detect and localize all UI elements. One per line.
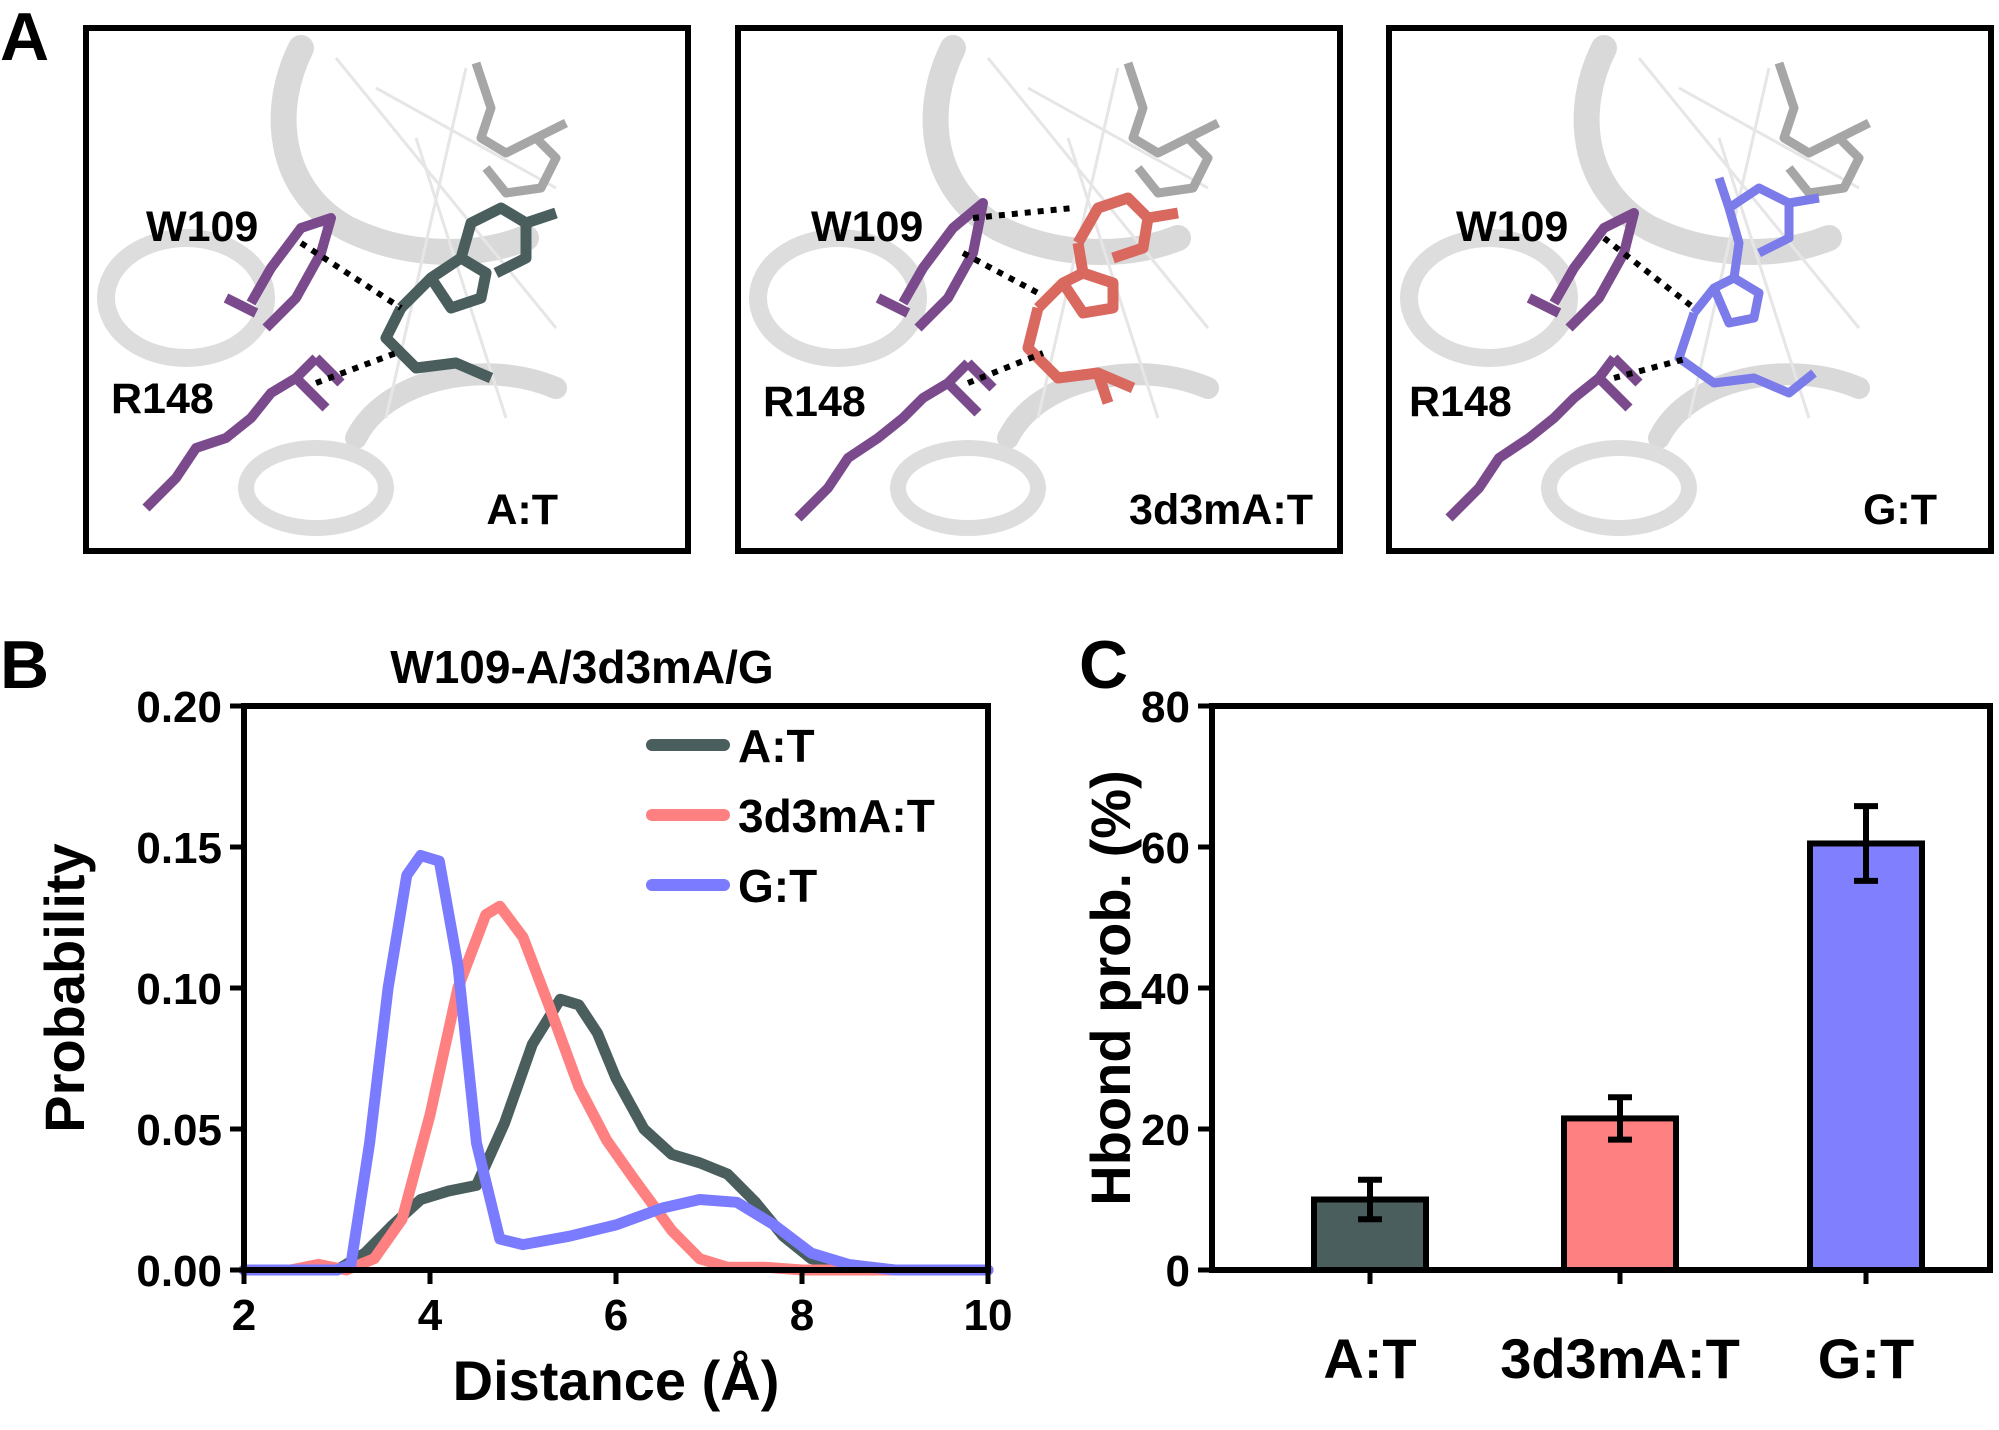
residue-label-r148: R148 (763, 378, 866, 426)
protein-background (749, 35, 1221, 536)
y-tick-label: 0.05 (136, 1106, 222, 1155)
series-line-3 (238, 850, 994, 1276)
legend-label-3: G:T (738, 860, 817, 912)
y-axis-title: Hbond prob. (%) (1079, 770, 1142, 1205)
ligand (1022, 192, 1179, 405)
legend-label-2: 3d3mA:T (738, 790, 935, 842)
y-tick-label: 40 (1141, 965, 1190, 1014)
y-tick-label: 0.00 (136, 1247, 222, 1296)
hbond-r148 (966, 350, 1045, 386)
residue-label-w109: W109 (811, 203, 923, 251)
structure-label: 3d3mA:T (1129, 486, 1313, 534)
residue-r148 (1445, 354, 1643, 522)
x-tick-label: 6 (604, 1291, 628, 1340)
x-tick-label: 4 (418, 1291, 443, 1340)
legend: A:T 3d3mA:T G:T (646, 720, 935, 912)
y-tick-label: 60 (1141, 824, 1190, 873)
category-label-1: A:T (1323, 1327, 1416, 1390)
chart-title: W109-A/3d3mA/G (390, 641, 773, 693)
y-tick-label: 0.20 (136, 683, 222, 732)
structure-label: A:T (486, 486, 558, 534)
hbond-w109-1 (972, 205, 1074, 221)
y-tick-label: 0.15 (136, 824, 222, 873)
structure-panel-3d3ma-t: W109 R148 3d3mA:T (735, 25, 1343, 554)
ligand (380, 202, 558, 384)
protein-background (97, 35, 569, 536)
hbond-w109 (1602, 235, 1696, 311)
x-tick-label: 2 (232, 1291, 256, 1340)
panel-frame (83, 25, 691, 554)
structure-label: G:T (1863, 486, 1937, 534)
panel-c-letter: C (1079, 627, 1128, 703)
y-tick-label: 20 (1141, 1106, 1190, 1155)
x-axis: 2 4 6 8 10 (232, 1270, 1013, 1340)
ligand (1674, 176, 1820, 398)
residue-r148 (142, 354, 345, 512)
structure-panel-g-t: W109 R148 G:T (1386, 25, 1994, 554)
structure-panel-a-t: W109 R148 A:T (83, 25, 691, 554)
plot-area (1311, 803, 1925, 1274)
hbond-w109-2 (961, 250, 1040, 296)
y-axis: 0.00 0.05 0.10 0.15 0.20 (136, 683, 244, 1296)
bar-chart-c: C 0 20 40 60 80 A:T 3d3mA:T G:T Hbond prob. (%… (1079, 627, 1993, 1390)
legend-label-1: A:T (738, 720, 815, 772)
panel-a-letter: A (0, 0, 49, 75)
bar-3 (1807, 840, 1925, 1273)
x-tick-label: 8 (790, 1291, 814, 1340)
panel-b-letter: B (0, 627, 49, 703)
residue-label-r148: R148 (1409, 378, 1512, 426)
line-chart-b: B W109-A/3d3mA/G 2 4 6 8 10 0.00 0.05 0.10 0.15… (0, 627, 1012, 1412)
residue-w109 (223, 213, 336, 332)
plot-area (238, 850, 994, 1276)
residue-w109 (1526, 208, 1639, 332)
x-axis-title: Distance (Å) (453, 1349, 780, 1412)
y-tick-label: 0 (1166, 1247, 1190, 1296)
category-label-3: G:T (1818, 1327, 1914, 1390)
panel-frame (1386, 25, 1994, 554)
y-tick-label: 0.10 (136, 965, 222, 1014)
protein-background (1400, 35, 1872, 536)
residue-w109 (875, 198, 988, 332)
residue-label-r148: R148 (111, 375, 214, 423)
category-label-2: 3d3mA:T (1500, 1327, 1740, 1390)
y-tick-label: 80 (1141, 683, 1190, 732)
x-tick-label: 10 (964, 1291, 1013, 1340)
residue-label-w109: W109 (1456, 203, 1568, 251)
x-axis: A:T 3d3mA:T G:T (1323, 1270, 1914, 1390)
hbond-r148 (314, 350, 398, 386)
y-axis-title: Probability (33, 843, 96, 1132)
panel-frame (735, 25, 1343, 554)
y-axis: 0 20 40 60 80 (1141, 683, 1212, 1296)
residue-label-w109: W109 (146, 203, 258, 251)
